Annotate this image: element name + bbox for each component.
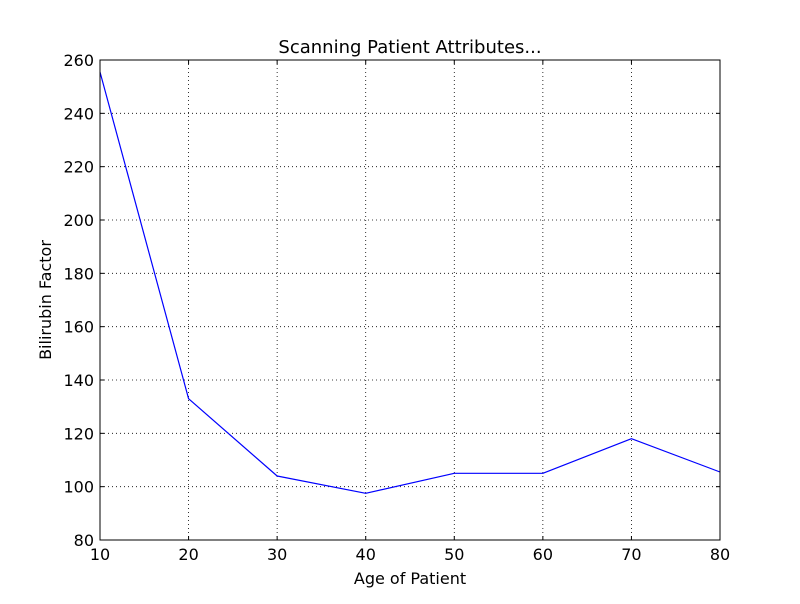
x-tick-label: 30	[267, 545, 287, 564]
y-tick-label: 100	[63, 478, 94, 497]
y-tick-label: 80	[74, 531, 94, 550]
grid-lines	[100, 60, 720, 540]
x-tick-label: 80	[710, 545, 730, 564]
x-tick-label: 70	[621, 545, 641, 564]
y-tick-label: 220	[63, 158, 94, 177]
x-tick-label: 50	[444, 545, 464, 564]
y-tick-label: 160	[63, 318, 94, 337]
series-line	[100, 72, 720, 493]
y-axis-label: Bilirubin Factor	[36, 240, 55, 360]
x-tick-label: 20	[178, 545, 198, 564]
plot-frame	[100, 60, 720, 540]
x-tick-label: 40	[356, 545, 376, 564]
axis-ticks	[100, 60, 720, 540]
y-tick-label: 180	[63, 264, 94, 283]
y-tick-label: 120	[63, 424, 94, 443]
series-layer	[100, 72, 720, 493]
chart-title: Scanning Patient Attributes...	[278, 37, 541, 58]
x-tick-label: 60	[533, 545, 553, 564]
y-tick-label: 240	[63, 104, 94, 123]
y-tick-label: 140	[63, 371, 94, 390]
y-tick-label: 200	[63, 211, 94, 230]
x-axis-label: Age of Patient	[354, 569, 466, 588]
y-tick-label: 260	[63, 51, 94, 70]
